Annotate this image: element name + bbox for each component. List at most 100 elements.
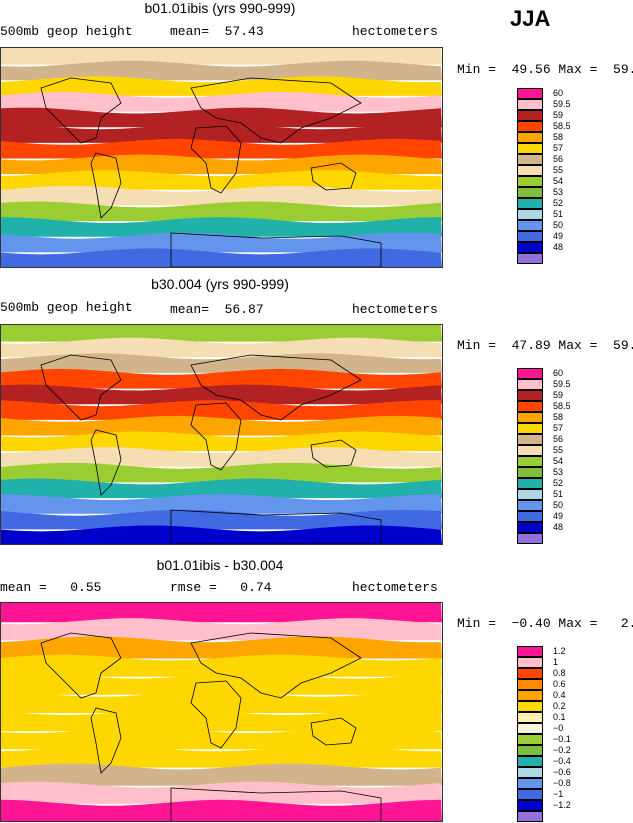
panel-1-title: b01.01ibis (yrs 990-999) xyxy=(144,0,296,16)
legend-label: −1.2 xyxy=(553,800,571,810)
contour-band xyxy=(1,248,442,267)
legend-swatch xyxy=(517,533,543,544)
panel-3-units-label: hectometers xyxy=(352,580,438,595)
legend-swatch xyxy=(517,434,543,445)
coastline xyxy=(190,77,362,144)
coastline xyxy=(310,717,357,746)
legend-swatch xyxy=(517,712,543,723)
legend-swatch xyxy=(517,368,543,379)
legend-swatch xyxy=(517,478,543,489)
contour-band xyxy=(1,384,442,405)
panel-2-title: b30.004 (yrs 990-999) xyxy=(151,276,289,292)
legend-swatch xyxy=(517,734,543,745)
legend-swatch xyxy=(517,778,543,789)
legend-swatch xyxy=(517,756,543,767)
legend-label: −0.8 xyxy=(553,778,571,788)
legend-swatch xyxy=(517,390,543,401)
panel-1-range-text: Min = 49.56 Max = 59.95 xyxy=(457,62,633,77)
legend-swatch xyxy=(517,132,543,143)
legend-swatch xyxy=(517,121,543,132)
legend-swatch xyxy=(517,690,543,701)
legend-label: 58 xyxy=(553,132,564,142)
coastline xyxy=(40,632,122,699)
legend-label: 58 xyxy=(553,412,564,422)
legend-label: 52 xyxy=(553,478,564,488)
legend-label: 0.4 xyxy=(553,690,566,700)
legend-label: 0.6 xyxy=(553,679,566,689)
legend-swatch xyxy=(517,242,543,253)
contour-band xyxy=(1,138,442,159)
legend-label: 50 xyxy=(553,220,564,230)
legend-label: 59.5 xyxy=(553,99,571,109)
legend-swatch xyxy=(517,723,543,734)
legend-swatch xyxy=(517,165,543,176)
contour-band xyxy=(1,603,442,623)
legend-label: 49 xyxy=(553,511,564,521)
legend-label: 59 xyxy=(553,110,564,120)
legend-swatch xyxy=(517,800,543,811)
legend-label: 50 xyxy=(553,500,564,510)
legend-swatch xyxy=(517,423,543,434)
legend-label: 52 xyxy=(553,198,564,208)
legend-swatch xyxy=(517,99,543,110)
coastline xyxy=(190,125,242,194)
panel-3-title: b01.01ibis - b30.004 xyxy=(156,557,284,573)
contour-band xyxy=(1,799,442,821)
panel-2-mean-label: mean= 56.87 xyxy=(170,302,264,317)
legend-label: 56 xyxy=(553,434,564,444)
legend-label: 58.5 xyxy=(553,401,571,411)
coastline xyxy=(310,439,357,468)
contour-band xyxy=(1,60,442,81)
legend-swatch xyxy=(517,789,543,800)
legend-swatch xyxy=(517,668,543,679)
panel-1-variable-label: 500mb geop height xyxy=(0,24,133,39)
coastline xyxy=(170,509,382,544)
legend-label: 56 xyxy=(553,154,564,164)
legend-label: 54 xyxy=(553,176,564,186)
contour-band xyxy=(1,431,442,452)
legend-swatch xyxy=(517,231,543,242)
contour-band xyxy=(1,325,442,342)
contour-band xyxy=(1,727,442,750)
legend-swatch xyxy=(517,456,543,467)
legend-label: 58.5 xyxy=(553,121,571,131)
contour-band xyxy=(1,185,442,206)
legend-swatch xyxy=(517,154,543,165)
legend-label: 55 xyxy=(553,445,564,455)
contour-band xyxy=(1,447,442,467)
contour-band xyxy=(1,123,442,143)
legend-swatch xyxy=(517,745,543,756)
legend-label: 57 xyxy=(553,143,564,153)
coastline xyxy=(90,152,122,219)
legend-label: 49 xyxy=(553,231,564,241)
contour-band xyxy=(1,170,442,190)
legend-label: 51 xyxy=(553,209,564,219)
legend-label: 60 xyxy=(553,88,564,98)
legend-swatch xyxy=(517,198,543,209)
legend-swatch xyxy=(517,401,543,412)
contour-band xyxy=(1,494,442,514)
legend-swatch xyxy=(517,110,543,121)
legend-swatch xyxy=(517,811,543,822)
legend-label: 0.2 xyxy=(553,701,566,711)
legend-label: 60 xyxy=(553,368,564,378)
legend-label: 1 xyxy=(553,657,559,667)
legend-swatch xyxy=(517,412,543,423)
panel-3-mean-label: mean = 0.55 xyxy=(0,580,102,595)
coastline xyxy=(40,354,122,421)
coastline xyxy=(170,232,382,267)
panel-3-range-text: Min = −0.40 Max = 2.06 xyxy=(457,616,633,631)
legend-swatch xyxy=(517,209,543,220)
legend-label: 57 xyxy=(553,423,564,433)
legend-label: −0 xyxy=(553,723,564,733)
legend-label: 53 xyxy=(553,467,564,477)
contour-band xyxy=(1,76,442,96)
legend-swatch xyxy=(517,500,543,511)
coastline xyxy=(190,354,362,421)
legend-label: −0.6 xyxy=(553,767,571,777)
contour-band xyxy=(1,781,442,804)
contour-band xyxy=(1,368,442,389)
contour-band xyxy=(1,232,442,253)
contour-band xyxy=(1,154,442,175)
panel-1-map xyxy=(0,47,443,268)
